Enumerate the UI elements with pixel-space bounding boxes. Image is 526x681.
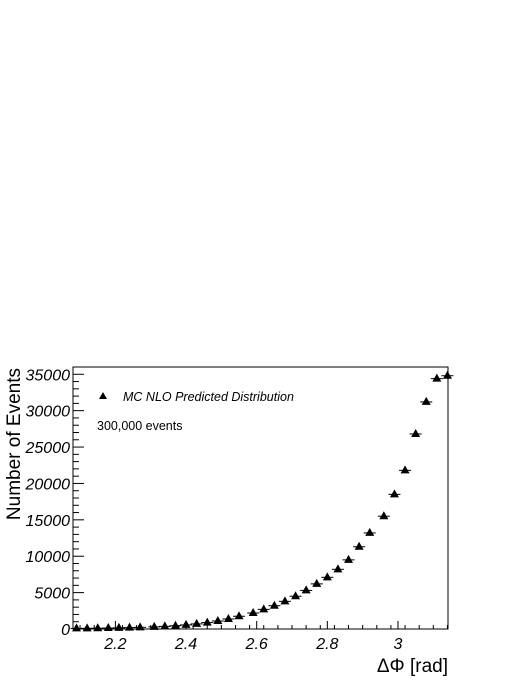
data-point	[269, 600, 279, 609]
data-point	[322, 572, 332, 581]
plot-frame	[72, 366, 449, 630]
y-tick-label: 30000	[26, 404, 71, 421]
legend: MC NLO Predicted Distribution	[99, 390, 294, 404]
legend-marker-triangle	[99, 392, 107, 399]
legend-label: MC NLO Predicted Distribution	[123, 390, 294, 404]
data-point	[125, 622, 135, 631]
data-point	[103, 623, 113, 632]
data-point	[344, 554, 354, 563]
data-point	[213, 615, 223, 624]
y-tick-label: 25000	[25, 440, 71, 457]
data-point	[400, 465, 410, 474]
data-point	[432, 373, 442, 382]
data-point	[379, 511, 389, 520]
data-point	[354, 541, 364, 550]
x-tick-label: 2.6	[245, 636, 268, 653]
data-point	[170, 620, 180, 629]
y-tick-label: 5000	[34, 586, 70, 603]
data-point	[192, 618, 202, 627]
x-axis-title: ΔΦ [rad]	[377, 656, 448, 677]
data-point	[365, 527, 375, 536]
data-point	[72, 623, 82, 632]
x-tick-label: 2.4	[174, 636, 197, 653]
data-point	[442, 370, 452, 379]
data-point	[135, 622, 145, 631]
x-tick-label: 2.2	[103, 636, 126, 653]
data-point	[291, 591, 301, 600]
y-tick-label: 0	[61, 622, 70, 639]
x-tick-label: 3	[394, 636, 403, 653]
data-point	[82, 623, 92, 632]
data-point	[301, 585, 311, 594]
data-series	[70, 370, 454, 632]
y-tick-label: 20000	[25, 476, 71, 493]
data-point	[114, 622, 124, 631]
data-point	[411, 428, 421, 437]
data-point	[280, 596, 290, 605]
data-point	[223, 613, 233, 622]
data-point	[181, 619, 191, 628]
x-axis: 2.2 2.4 2.6 2.8 3	[79, 621, 448, 653]
y-axis: 0 5000 10000 15000 20000 25000 30000 35000	[25, 367, 84, 639]
data-point	[93, 623, 103, 632]
y-tick-label: 10000	[26, 549, 71, 566]
events-note: 300,000 events	[97, 419, 183, 433]
y-tick-label: 15000	[26, 513, 71, 530]
data-point	[312, 578, 322, 587]
data-point	[333, 564, 343, 573]
data-point	[160, 621, 170, 630]
y-tick-label: 35000	[26, 367, 71, 384]
data-point	[202, 617, 212, 626]
y-axis-title: Number of Events	[4, 368, 25, 520]
data-point	[248, 607, 258, 616]
data-point	[234, 611, 244, 620]
data-point	[259, 604, 269, 613]
data-point	[149, 621, 159, 630]
x-tick-label: 2.8	[315, 636, 338, 653]
data-point	[421, 396, 431, 405]
data-point	[389, 489, 399, 498]
